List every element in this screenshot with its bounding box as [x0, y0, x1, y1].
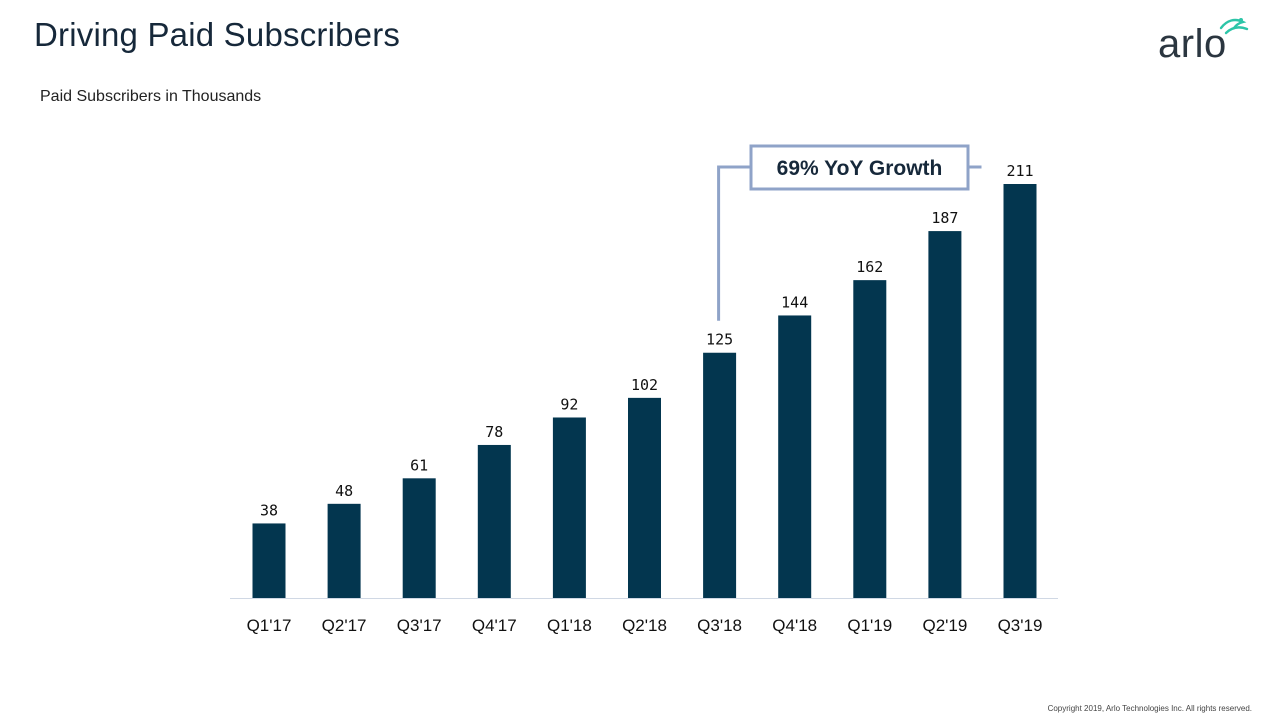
annotation-box: [749, 144, 970, 191]
x-tick-label: Q4'17: [472, 616, 517, 635]
bar-Q1'18: [552, 417, 586, 598]
annotation-text: 69% YoY Growth: [777, 157, 943, 180]
data-label: 162: [856, 258, 883, 276]
bar-Q3'17: [402, 478, 436, 598]
data-label: 48: [335, 482, 353, 500]
bar-Q3'19: [1003, 184, 1037, 598]
data-label: 92: [560, 395, 578, 413]
data-label: 61: [410, 456, 428, 474]
logo-wordmark: arlo: [1158, 22, 1227, 66]
x-tick-label: Q1'18: [547, 616, 592, 635]
bar-Q2'19: [928, 231, 962, 599]
x-tick-label: Q2'19: [922, 616, 967, 635]
x-tick-label: Q3'17: [397, 616, 442, 635]
x-tick-label: Q2'17: [322, 616, 367, 635]
bar-Q1'19: [853, 280, 887, 598]
bar-Q4'18: [778, 315, 812, 598]
data-label: 38: [260, 501, 278, 519]
data-label: 102: [631, 376, 658, 394]
x-tick-label: Q1'17: [247, 616, 292, 635]
bird-icon: [1219, 18, 1249, 35]
bar-Q2'18: [628, 397, 661, 598]
bar-Q1'17: [252, 523, 286, 598]
bar-Q3'18: [703, 352, 737, 598]
copyright-notice: Copyright 2019, Arlo Technologies Inc. A…: [1047, 704, 1252, 713]
page-title: Driving Paid Subscribers: [34, 16, 401, 53]
chart-subtitle: Paid Subscribers in Thousands: [40, 88, 262, 105]
x-tick-label: Q3'19: [998, 616, 1043, 635]
data-label: 78: [485, 423, 503, 441]
bar-Q4'17: [477, 444, 511, 598]
annotation-connector-left: [717, 165, 751, 321]
x-tick-label: Q2'18: [622, 616, 667, 635]
data-label: 187: [931, 209, 958, 227]
bar-Q2'17: [327, 503, 361, 598]
data-label: 144: [781, 293, 808, 311]
data-label: 125: [706, 331, 733, 349]
x-tick-label: Q4'18: [772, 616, 817, 635]
data-label: 211: [1006, 162, 1033, 180]
x-tick-label: Q1'19: [847, 616, 892, 635]
arlo-logo: arlo: [1155, 12, 1255, 66]
x-tick-label: Q3'18: [697, 616, 742, 635]
